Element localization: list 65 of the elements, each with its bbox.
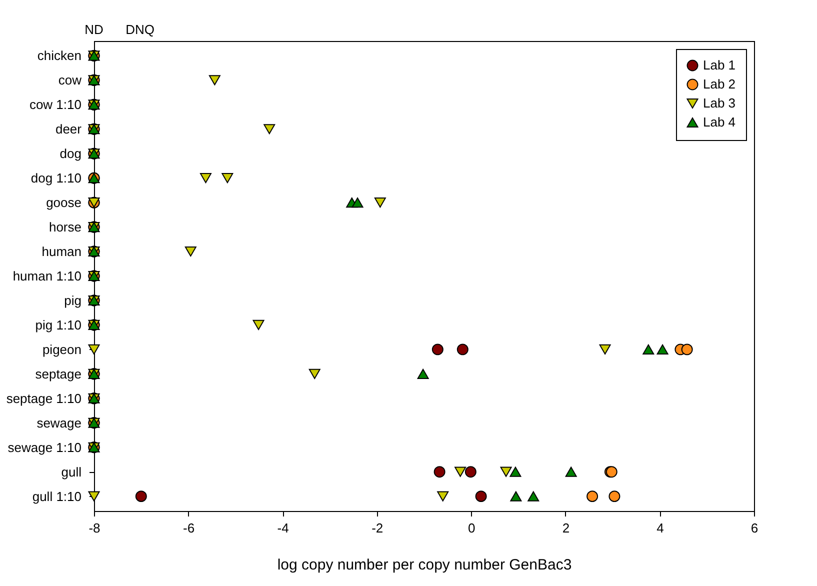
y-tick-label: human 1:10 (12, 268, 82, 284)
y-tick-label: sewage 1:10 (8, 440, 82, 455)
point (608, 490, 620, 502)
point (200, 173, 212, 184)
point (565, 466, 577, 477)
y-tick-label: cow (58, 72, 82, 88)
point (437, 491, 449, 502)
x-axis-title: log copy number per copy number GenBac3 (277, 556, 572, 574)
point (374, 198, 386, 208)
y-tick-label: dog 1:10 (30, 170, 82, 186)
y-tick-label: gull 1:10 (32, 488, 82, 504)
point (417, 368, 429, 379)
y-tick-label: human (42, 244, 82, 260)
point (252, 320, 264, 330)
point (681, 344, 693, 356)
x-tick-label: -4 (277, 520, 289, 536)
point (456, 344, 468, 356)
text: ND (84, 22, 104, 37)
x-tick-label: -6 (183, 520, 195, 536)
point (88, 344, 100, 354)
point (510, 466, 522, 477)
point (432, 344, 444, 356)
point (642, 344, 654, 354)
point (222, 173, 234, 184)
point (454, 466, 466, 477)
y-tick-label: sewage (36, 415, 82, 430)
point (135, 490, 147, 502)
y-tick-label: dog (60, 146, 82, 162)
point (264, 124, 276, 134)
y-tick-label: cow 1:10 (29, 97, 82, 112)
text: DNQ (126, 22, 154, 37)
legend-label: Lab 3 (703, 96, 736, 110)
y-tick-label: pig (64, 292, 82, 308)
y-tick-label: septage 1:10 (6, 390, 82, 406)
y-tick-label: goose (46, 195, 82, 210)
point (510, 491, 522, 502)
point (656, 344, 668, 354)
point (586, 490, 598, 502)
legend-label: Lab 4 (703, 114, 736, 130)
point (599, 344, 611, 354)
y-tick-label: pigeon (42, 342, 82, 357)
point (500, 466, 512, 477)
y-tick-label: pig 1:10 (35, 317, 82, 332)
y-tick-label: gull (61, 464, 82, 480)
x-tick-label: 4 (656, 520, 664, 536)
point (352, 198, 364, 208)
y-tick-label: chicken (37, 48, 82, 64)
point (528, 491, 540, 502)
point (208, 75, 220, 86)
y-tick-label: horse (48, 220, 82, 235)
legend-label: Lab 1 (703, 58, 736, 72)
point (308, 368, 320, 379)
point (475, 490, 487, 502)
legend-label: Lab 2 (703, 76, 736, 92)
point (464, 466, 476, 478)
x-tick-label: -8 (88, 520, 100, 536)
x-tick-label: 6 (750, 520, 758, 536)
x-tick-label: 0 (468, 520, 476, 536)
point (88, 491, 100, 502)
y-tick-label: septage (35, 366, 82, 382)
y-tick-label: deer (55, 122, 82, 137)
point (184, 246, 196, 257)
x-tick-label: 2 (562, 520, 570, 536)
point (434, 466, 446, 478)
x-tick-label: -2 (372, 520, 384, 536)
